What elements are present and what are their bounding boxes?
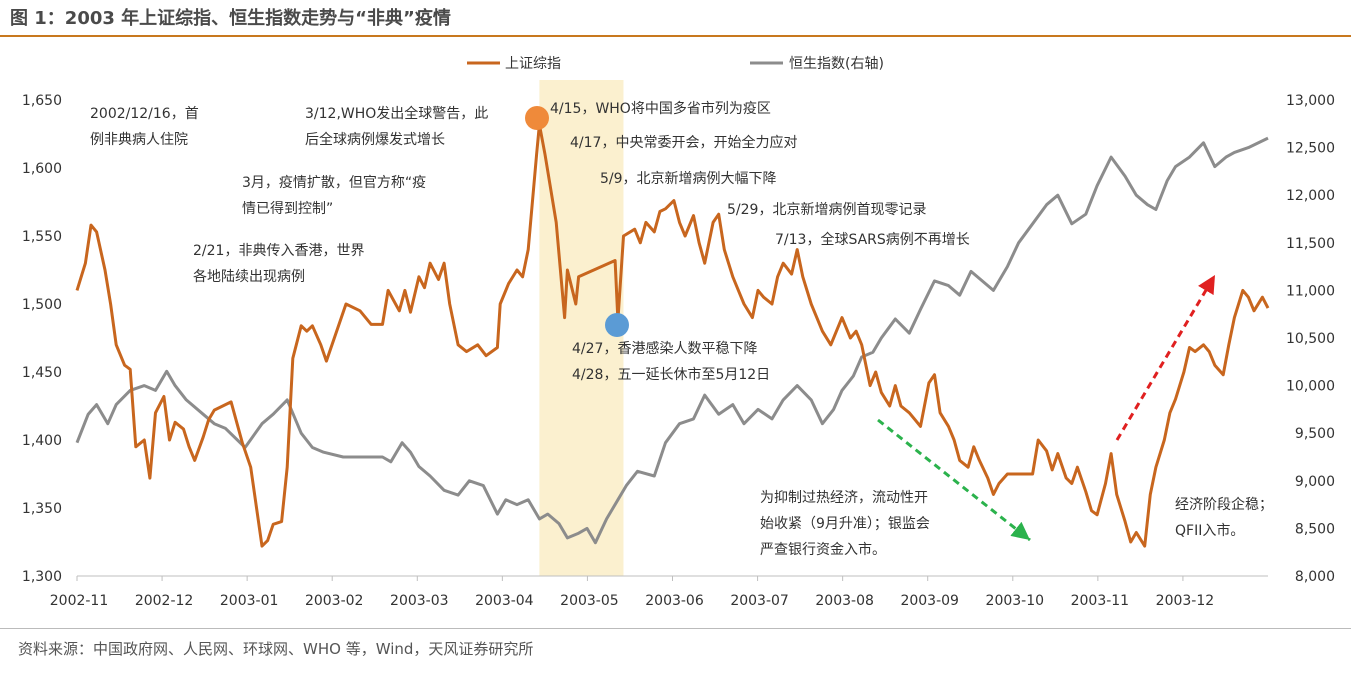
y-right-tick-label: 8,000 bbox=[1295, 569, 1335, 585]
annotation-line: 例非典病人住院 bbox=[90, 132, 188, 148]
y-left-tick-label: 1,600 bbox=[22, 161, 62, 177]
annotation: 4/27，香港感染人数平稳下降 4/28，五一延长休市至5月12日 bbox=[572, 340, 770, 383]
x-tick-label: 2003-01 bbox=[220, 593, 279, 609]
x-tick-label: 2003-09 bbox=[900, 593, 959, 609]
annotation-line: 情已得到控制” bbox=[242, 200, 333, 217]
y-right-tick-label: 11,000 bbox=[1286, 283, 1335, 299]
annotation: 4/15，WHO将中国多省市列为疫区 bbox=[550, 100, 771, 117]
x-tick-label: 2003-10 bbox=[986, 593, 1045, 609]
annotation-line: 5/9，北京新增病例大幅下降 bbox=[600, 171, 777, 187]
x-tick-label: 2003-07 bbox=[730, 593, 789, 609]
y-left-tick-label: 1,650 bbox=[22, 93, 62, 109]
annotation: 为抑制过热经济，流动性开始收紧（9月升准）；银监会严查银行资金入市。 bbox=[760, 490, 930, 558]
legend-label-hs: 恒生指数(右轴) bbox=[789, 56, 884, 72]
x-tick-label: 2003-06 bbox=[645, 593, 704, 609]
x-tick-label: 2003-08 bbox=[815, 593, 874, 609]
y-left-tick-label: 1,350 bbox=[22, 501, 62, 517]
annotation: 2/21，非典传入香港，世界各地陆续出现病例 bbox=[193, 243, 364, 285]
annotation: 3月，疫情扩散，但官方称“疫情已得到控制” bbox=[242, 175, 426, 217]
y-right-tick-label: 10,000 bbox=[1286, 379, 1335, 395]
annotation-line: 4/28，五一延长休市至5月12日 bbox=[572, 366, 770, 383]
source-rule bbox=[0, 628, 1351, 629]
annotation-line: 后全球病例爆发式增长 bbox=[305, 131, 445, 148]
annotation-line: 7/13，全球SARS病例不再增长 bbox=[775, 231, 970, 248]
legend-label-sh: 上证综指 bbox=[505, 56, 561, 72]
annotation: 5/9，北京新增病例大幅下降 bbox=[600, 171, 777, 187]
y-right-tick-label: 9,000 bbox=[1295, 474, 1335, 490]
y-right-tick-label: 10,500 bbox=[1286, 331, 1335, 347]
sh-composite-line bbox=[75, 123, 1270, 548]
y-left-tick-label: 1,400 bbox=[22, 433, 62, 449]
annotation-line: 严查银行资金入市。 bbox=[760, 541, 886, 558]
annotation-line: 始收紧（9月升准）；银监会 bbox=[760, 516, 930, 532]
y-right-tick-label: 12,500 bbox=[1286, 141, 1335, 157]
source-note: 资料来源：中国政府网、人民网、环球网、WHO 等，Wind，天风证券研究所 bbox=[18, 640, 534, 658]
y-right-tick-label: 11,500 bbox=[1286, 236, 1335, 252]
annotation-line: 3月，疫情扩散，但官方称“疫 bbox=[242, 175, 426, 191]
uptrend-arrow bbox=[1115, 274, 1217, 441]
y-right-tick-label: 12,000 bbox=[1286, 188, 1335, 204]
annotation: 4/17，中央常委开会，开始全力应对 bbox=[570, 134, 797, 151]
annotation-line: QFII入市。 bbox=[1175, 522, 1244, 539]
y-left-tick-label: 1,550 bbox=[22, 229, 62, 245]
annotation: 经济阶段企稳； QFII入市。 bbox=[1175, 496, 1273, 539]
y-left-tick-label: 1,450 bbox=[22, 365, 62, 381]
figure-title: 图 1：2003 年上证综指、恒生指数走势与“非典”疫情 bbox=[10, 8, 451, 29]
peak-marker-dot bbox=[525, 106, 549, 130]
annotation: 5/29，北京新增病例首现零记录 bbox=[727, 202, 926, 218]
annotation: 7/13，全球SARS病例不再增长 bbox=[775, 231, 970, 248]
downtrend-arrow bbox=[877, 418, 1031, 542]
annotation-line: 为抑制过热经济，流动性开 bbox=[760, 490, 928, 506]
annotation: 3/12,WHO发出全球警告，此后全球病例爆发式增长 bbox=[305, 105, 488, 148]
title-rule bbox=[0, 35, 1351, 37]
y-left-tick-label: 1,500 bbox=[22, 297, 62, 313]
trough-marker-dot bbox=[605, 313, 629, 337]
annotation-line: 经济阶段企稳； bbox=[1175, 496, 1273, 513]
x-tick-label: 2003-02 bbox=[305, 593, 364, 609]
x-tick-label: 2003-11 bbox=[1071, 593, 1130, 609]
y-right-tick-label: 13,000 bbox=[1286, 93, 1335, 109]
y-right-tick-label: 9,500 bbox=[1295, 426, 1335, 442]
annotation-line: 4/17，中央常委开会，开始全力应对 bbox=[570, 134, 797, 151]
x-tick-label: 2003-05 bbox=[560, 593, 619, 609]
annotation-line: 2/21，非典传入香港，世界 bbox=[193, 243, 364, 259]
hang-seng-line bbox=[75, 136, 1269, 545]
annotation: 2002/12/16，首例非典病人住院 bbox=[90, 106, 199, 148]
annotation-line: 4/27，香港感染人数平稳下降 bbox=[572, 340, 757, 357]
x-tick-label: 2002-12 bbox=[135, 593, 194, 609]
y-right-tick-label: 8,500 bbox=[1295, 521, 1335, 537]
y-left-tick-label: 1,300 bbox=[22, 569, 62, 585]
annotation-line: 2002/12/16，首 bbox=[90, 106, 199, 122]
annotation-line: 4/15，WHO将中国多省市列为疫区 bbox=[550, 100, 771, 117]
annotation-line: 3/12,WHO发出全球警告，此 bbox=[305, 105, 488, 122]
x-tick-label: 2002-11 bbox=[50, 593, 109, 609]
x-tick-label: 2003-04 bbox=[475, 593, 534, 609]
x-tick-label: 2003-03 bbox=[390, 593, 449, 609]
annotation-line: 各地陆续出现病例 bbox=[193, 268, 305, 285]
chart: 2002-11 2002-12 2003-01 2003-02 2003-03 2003-… bbox=[22, 56, 1335, 609]
annotation-line: 5/29，北京新增病例首现零记录 bbox=[727, 202, 926, 218]
x-tick-label: 2003-12 bbox=[1156, 593, 1215, 609]
